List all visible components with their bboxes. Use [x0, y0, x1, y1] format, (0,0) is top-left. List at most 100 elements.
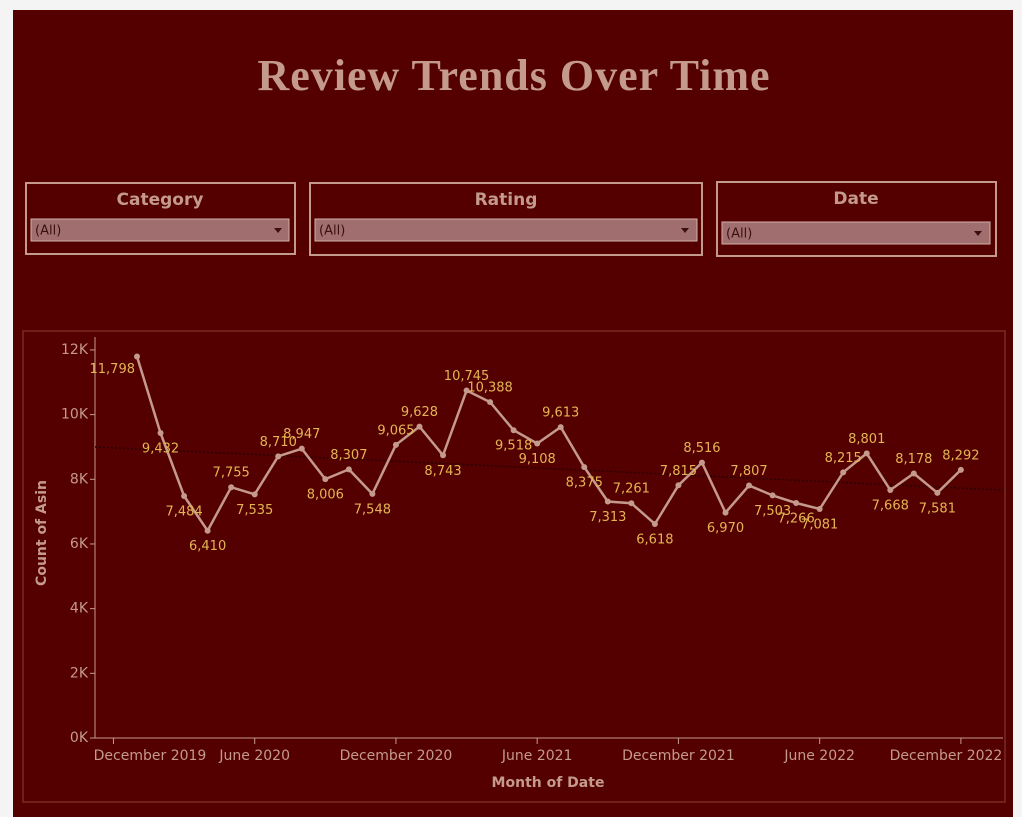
dropdown-value: (All) — [726, 227, 752, 242]
data-label: 9,108 — [519, 452, 556, 467]
filter[interactable]: Date (All) — [716, 181, 997, 257]
data-label: 11,798 — [90, 362, 136, 377]
filter[interactable]: Category (All) — [25, 182, 296, 255]
dropdown-arrow — [974, 231, 982, 236]
point — [275, 453, 282, 460]
dropdown[interactable] — [30, 218, 290, 242]
filter-label: Date — [833, 189, 878, 209]
data-label: 7,503 — [754, 504, 791, 519]
background — [13, 10, 1013, 817]
point — [581, 464, 588, 471]
point — [510, 427, 517, 434]
point — [863, 450, 870, 457]
dropdown-arrow — [274, 228, 282, 233]
x-tick-label: December 2019 — [94, 748, 207, 764]
point — [392, 441, 399, 448]
data-label: 7,261 — [613, 482, 650, 497]
point — [934, 489, 941, 496]
y-tick-label: 0K — [70, 730, 89, 746]
point — [887, 487, 894, 494]
data-label: 6,410 — [189, 539, 226, 554]
point — [746, 482, 753, 489]
x-axis-label: Month of Date — [492, 775, 605, 791]
data-label: 10,745 — [444, 369, 490, 384]
data-label: 7,313 — [589, 510, 626, 525]
point — [228, 484, 235, 491]
data-label: 7,484 — [165, 504, 202, 519]
dropdown-value: (All) — [35, 224, 61, 239]
data-label: 9,432 — [142, 441, 179, 456]
point — [840, 469, 847, 476]
data-label: 8,743 — [424, 464, 461, 479]
point — [651, 520, 658, 527]
point — [910, 470, 917, 477]
data-label: 8,516 — [683, 441, 720, 456]
data-label: 7,535 — [236, 503, 273, 518]
data-label: 7,581 — [919, 501, 956, 516]
line — [135, 356, 962, 534]
point — [534, 440, 541, 447]
trend-line — [94, 446, 1004, 491]
point — [557, 424, 564, 431]
point — [487, 399, 494, 406]
data-label: 7,081 — [801, 518, 838, 533]
data-label: 6,618 — [636, 532, 673, 547]
filter-box — [309, 182, 703, 256]
filter[interactable]: Rating (All) — [309, 182, 703, 256]
data-label: 8,307 — [330, 448, 367, 463]
data-label: 7,668 — [872, 499, 909, 514]
point — [463, 387, 470, 394]
data-label: 7,755 — [213, 466, 250, 481]
dropdown[interactable] — [314, 218, 698, 242]
x-tick-label: June 2021 — [501, 748, 573, 764]
data-label: 8,292 — [942, 448, 979, 463]
chart-frame — [22, 330, 1006, 803]
y-tick-label: 2K — [70, 665, 89, 681]
point — [440, 452, 447, 459]
data-label: 7,807 — [730, 464, 767, 479]
x-tick-label: December 2020 — [340, 748, 453, 764]
point — [298, 445, 305, 452]
point — [322, 476, 329, 483]
dropdown[interactable] — [721, 221, 991, 245]
point — [181, 492, 188, 499]
chart-title: Review Trends Over Time — [257, 51, 770, 100]
data-label: 8,801 — [848, 432, 885, 447]
data-label: 9,065 — [377, 423, 414, 438]
filter-box — [25, 182, 296, 255]
filter-box — [716, 181, 997, 257]
y-tick-label: 10K — [61, 407, 89, 423]
data-label: 8,215 — [825, 451, 862, 466]
data-label: 8,710 — [260, 435, 297, 450]
y-axis-label: Count of Asin — [34, 480, 50, 586]
point — [345, 466, 352, 473]
point — [722, 509, 729, 516]
x-tick-label: December 2021 — [622, 748, 735, 764]
point — [698, 459, 705, 466]
data-label: 9,628 — [401, 405, 438, 420]
data-label: 9,613 — [542, 406, 579, 421]
point — [369, 490, 376, 497]
data-label: 6,970 — [707, 521, 744, 536]
x-tick-label: June 2022 — [783, 748, 855, 764]
dropdown-arrow — [681, 228, 689, 233]
point — [957, 466, 964, 473]
data-label: 7,548 — [354, 502, 391, 517]
data-label: 10,388 — [467, 381, 513, 396]
point — [204, 527, 211, 534]
x-tick-label: June 2020 — [218, 748, 290, 764]
point — [769, 492, 776, 499]
point — [134, 353, 140, 360]
dropdown-value: (All) — [319, 224, 345, 239]
data-label: 8,947 — [283, 427, 320, 442]
point — [816, 506, 823, 513]
y-tick-label: 4K — [70, 601, 89, 617]
filter-label: Rating — [475, 190, 538, 210]
data-label: 7,266 — [778, 512, 815, 527]
y-tick-label: 6K — [70, 536, 89, 552]
data-label: 8,006 — [307, 488, 344, 503]
x-tick-label: December 2022 — [890, 748, 1003, 764]
data-label: 9,518 — [495, 439, 532, 454]
